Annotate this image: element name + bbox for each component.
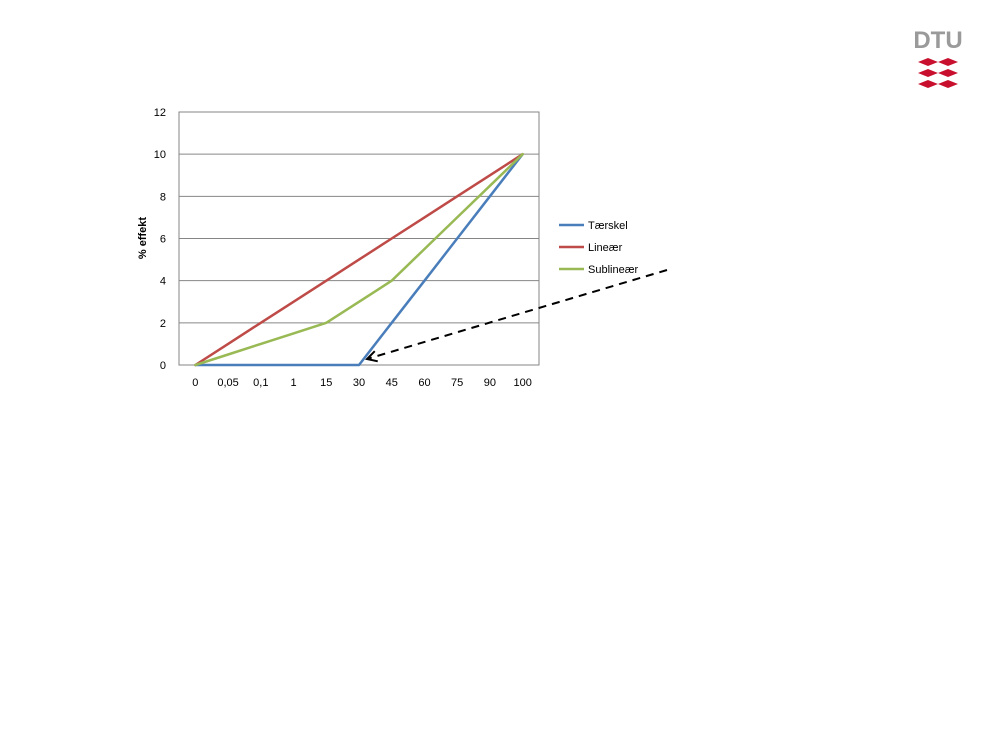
legend-label: Lineær bbox=[588, 242, 623, 254]
arrowhead-icon bbox=[365, 350, 378, 363]
series-line-lineær bbox=[194, 152, 524, 367]
legend-label: Tærskel bbox=[588, 220, 628, 232]
y-tick-label: 6 bbox=[160, 234, 166, 246]
x-tick-label: 100 bbox=[513, 377, 531, 389]
x-tick-label: 1 bbox=[290, 377, 296, 389]
y-tick-label: 0 bbox=[160, 360, 166, 372]
annotation-arrow bbox=[365, 269, 668, 363]
x-tick-label: 0 bbox=[192, 377, 198, 389]
y-tick-label: 8 bbox=[160, 191, 166, 203]
legend-label: Sublineær bbox=[588, 264, 638, 276]
y-axis-label: % effekt bbox=[137, 217, 149, 260]
y-tick-label: 12 bbox=[154, 107, 166, 119]
annotation-dashed-line bbox=[366, 269, 668, 360]
x-tick-label: 0,1 bbox=[253, 377, 268, 389]
y-tick-label: 2 bbox=[160, 318, 166, 330]
series-lines bbox=[194, 152, 524, 367]
series-line-tærskel bbox=[194, 152, 524, 367]
x-tick-labels: 0 0,05 0,1 1 15 30 45 60 75 90 100 bbox=[192, 377, 532, 389]
dtu-logo-text: DTU bbox=[913, 27, 963, 54]
x-tick-label: 75 bbox=[451, 377, 463, 389]
x-tick-label: 45 bbox=[386, 377, 398, 389]
x-tick-label: 60 bbox=[418, 377, 430, 389]
y-tick-label: 4 bbox=[160, 276, 166, 288]
y-tick-label: 10 bbox=[154, 149, 166, 161]
grid bbox=[179, 111, 539, 366]
x-tick-label: 15 bbox=[320, 377, 332, 389]
x-tick-label: 90 bbox=[484, 377, 496, 389]
y-tick-labels: 0 2 4 6 8 10 12 bbox=[154, 107, 166, 372]
x-tick-label: 30 bbox=[353, 377, 365, 389]
x-tick-label: 0,05 bbox=[217, 377, 238, 389]
dtu-logo: DTU bbox=[912, 28, 964, 92]
legend: Tærskel Lineær Sublineær bbox=[559, 220, 638, 276]
dtu-logo-mark-icon bbox=[918, 58, 958, 88]
series-line-sublineær bbox=[194, 152, 524, 367]
